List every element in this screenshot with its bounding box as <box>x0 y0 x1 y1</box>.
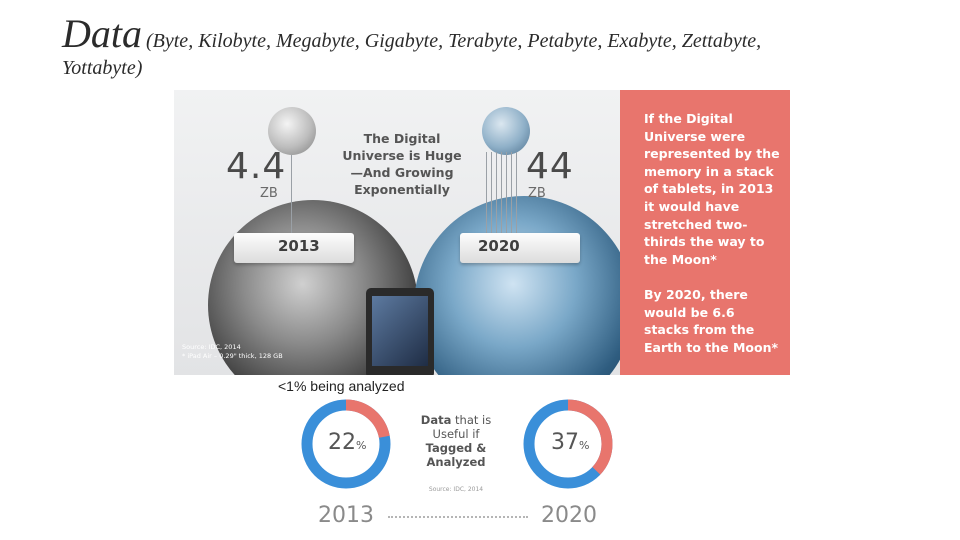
year-2013-label: 2013 <box>278 237 320 255</box>
useful-line-1: Data <box>420 413 452 427</box>
moon-2020-icon <box>482 107 530 155</box>
year-2020-label: 2020 <box>478 237 520 255</box>
donut-2013-value: 22 <box>328 430 356 455</box>
analysis-caption: <1% being analyzed <box>278 378 405 394</box>
source-line-1: Source: IDC, 2014 <box>182 343 241 351</box>
tablet-stack-2020-g <box>516 152 517 237</box>
title-sub-line2: Yottabyte) <box>62 57 143 79</box>
donut-source: Source: IDC, 2014 <box>428 486 484 493</box>
donut-2020 <box>523 399 613 489</box>
infographic-source: Source: IDC, 2014 * iPad Air – 0.29" thi… <box>182 343 332 361</box>
red-box-paragraph-2: By 2020, there would be 6.6 stacks from … <box>644 287 779 355</box>
value-2020: 44 <box>526 146 574 187</box>
digital-universe-infographic: 4.4 ZB 44 ZB The Digital Universe is Hug… <box>174 90 790 375</box>
headline-line-3: —And Growing <box>350 165 454 180</box>
title-sub-line1: (Byte, Kilobyte, Megabyte, Gigabyte, Ter… <box>146 30 762 52</box>
tablet-stack-2020-d <box>501 152 502 237</box>
useful-data-label: Data that is Useful if Tagged & Analyzed <box>416 413 496 469</box>
red-box-paragraph-1: If the Digital Universe were represented… <box>644 111 780 267</box>
earth-2020-icon <box>414 196 634 375</box>
headline-line-1: The Digital <box>363 131 441 146</box>
useful-line-1b: that is <box>451 413 492 427</box>
tablet-stack-2013 <box>291 155 292 235</box>
ribbon-2020 <box>460 233 580 263</box>
value-2013: 4.4 <box>226 146 287 187</box>
headline-line-4: Exponentially <box>354 182 450 197</box>
tablet-icon <box>366 288 434 375</box>
donut-year-2013: 2013 <box>318 503 374 528</box>
moon-2013-icon <box>268 107 316 155</box>
donut-2013-arc <box>301 399 391 489</box>
tablet-screen <box>372 296 428 366</box>
tablet-stack-2020-e <box>506 152 507 237</box>
infographic-headline: The Digital Universe is Huge —And Growin… <box>332 130 472 198</box>
useful-line-3: Tagged & <box>425 441 487 455</box>
source-line-2: * iPad Air – 0.29" thick, 128 GB <box>182 352 283 360</box>
year-connector <box>388 516 528 518</box>
donut-2013-sign: % <box>356 439 367 452</box>
useful-line-2: Useful if <box>432 427 480 441</box>
red-info-box: If the Digital Universe were represented… <box>620 90 790 375</box>
donut-2020-sign: % <box>579 439 590 452</box>
tablet-stack-2020-a <box>486 152 487 237</box>
unit-2013: ZB <box>260 186 278 201</box>
useful-line-4: Analyzed <box>426 455 486 469</box>
headline-line-2: Universe is Huge <box>342 148 462 163</box>
donut-year-2020: 2020 <box>541 503 597 528</box>
donut-2013-percent: 22% <box>328 430 366 455</box>
donut-2020-percent: 37% <box>551 430 589 455</box>
tablet-stack-2020-c <box>496 152 497 237</box>
title-main: Data <box>62 11 142 56</box>
tablet-stack-2020-f <box>511 152 512 237</box>
unit-2020: ZB <box>528 186 546 201</box>
donut-2020-arc <box>523 399 613 489</box>
ribbon-2013 <box>234 233 354 263</box>
donut-2013 <box>301 399 391 489</box>
slide-title: Data (Byte, Kilobyte, Megabyte, Gigabyte… <box>62 14 942 82</box>
tablet-stack-2020-b <box>491 152 492 237</box>
donut-2020-value: 37 <box>551 430 579 455</box>
